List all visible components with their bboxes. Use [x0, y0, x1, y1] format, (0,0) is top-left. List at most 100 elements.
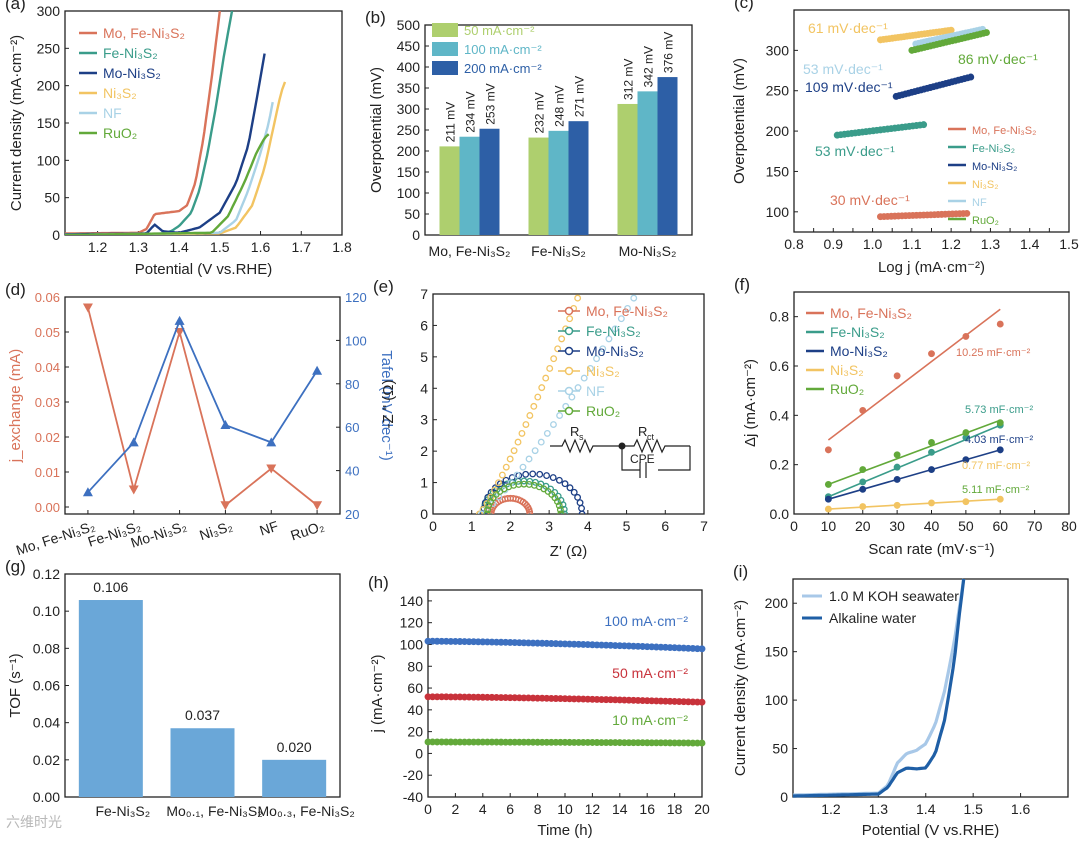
chart-e-point	[558, 335, 566, 343]
chart-g-y-tick-label: 0.02	[33, 752, 60, 768]
chart-f-cdl-label: 5.11 mF·cm⁻²	[962, 484, 1030, 496]
chart-e-point	[485, 502, 493, 510]
chart-f-point	[893, 451, 901, 459]
chart-d-point	[220, 420, 231, 430]
chart-f-point	[928, 499, 935, 507]
chart-b-bar	[568, 121, 589, 235]
chart-e-point	[506, 455, 514, 463]
chart-c-y-tick-label: 100	[766, 204, 790, 220]
chart-e-x-tick-label: 5	[623, 518, 631, 534]
chart-f-point	[928, 439, 935, 446]
chart-g-panel-label: (g)	[5, 557, 26, 576]
chart-d-yleft-tick-label: 0.06	[35, 290, 60, 305]
chart-f-x-tick-label: 80	[1061, 518, 1077, 534]
chart-g-bar-label: 0.020	[277, 739, 312, 755]
chart-h-x-tick-label: 0	[424, 801, 432, 817]
chart-f-point	[962, 456, 970, 464]
chart-e-circuit-label: R	[638, 424, 647, 439]
chart-e-point	[526, 510, 534, 514]
chart-d-panel-label: (d)	[5, 280, 26, 299]
chart-b-bar	[439, 146, 460, 235]
chart-e-point	[477, 510, 485, 514]
chart-h-y-tick-label: 60	[407, 680, 423, 696]
chart-b-bar-label: 253 mV	[484, 83, 498, 124]
chart-e-legend-marker	[564, 386, 574, 396]
chart-d-x-tick-label: NF	[257, 518, 280, 539]
chart-e-point	[556, 412, 564, 419]
chart-i-frame	[792, 578, 1069, 798]
chart-e-y-tick-label: 3	[420, 412, 428, 428]
chart-d-yleft-tick-label: 0.01	[35, 465, 60, 480]
chart-e-point	[498, 471, 506, 479]
chart-e-point	[531, 447, 539, 455]
chart-i-y-tick-label: 150	[765, 644, 789, 660]
chart-e-point	[617, 315, 625, 323]
chart-c-legend-1-label: Fe-Ni₃S₂	[972, 143, 1015, 155]
chart-f-cdl-label: 5.73 mF·cm⁻²	[965, 404, 1033, 416]
chart-f-point	[893, 463, 901, 471]
chart-e-point	[529, 470, 537, 478]
chart-e-point	[599, 345, 607, 353]
chart-e-point	[495, 479, 502, 487]
chart-e-point	[543, 429, 551, 437]
chart-e-point	[580, 374, 588, 382]
chart-a-legend-1-label: Fe-Ni₃S₂	[103, 45, 158, 61]
chart-e-point	[574, 384, 582, 392]
chart-f-cdl-label: 4.03 mF·cm⁻²	[965, 434, 1033, 446]
chart-c-point	[963, 209, 971, 217]
chart-b-bar	[617, 103, 638, 236]
chart-f-point	[996, 495, 1004, 503]
chart-e-legend-label: Ni₃S₂	[586, 363, 620, 379]
chart-a-x-tick-label: 1.2	[88, 239, 108, 255]
chart-b-legend-swatch	[432, 23, 458, 37]
chart-e-circuit-cpe	[621, 446, 691, 478]
chart-d-series-line	[87, 307, 318, 507]
chart-b-y-tick-label: 100	[397, 185, 421, 201]
chart-d-yright-tick-label: 80	[345, 377, 359, 392]
chart-h-y-tick-label: 140	[400, 593, 424, 609]
chart-f-x-tick-label: 50	[958, 518, 974, 534]
chart-h-y-tick-label: 0	[415, 745, 423, 761]
chart-d-series-line	[87, 318, 318, 493]
chart-c-x-tick-label: 1.0	[863, 236, 883, 252]
chart-i-legend-label: Alkaline water	[829, 610, 916, 626]
chart-i-ylabel: Current density (mA·cm⁻²)	[732, 600, 749, 776]
chart-e-legend-marker	[564, 346, 574, 356]
chart-d-point	[174, 328, 185, 337]
chart-f-point	[962, 429, 970, 437]
chart-f-cdl-label: 10.25 mF·cm⁻²	[956, 347, 1031, 359]
chart-e-point	[483, 510, 491, 514]
chart-f-point	[824, 495, 832, 503]
chart-d-yleft-tick-label: 0.02	[35, 430, 60, 445]
chart-b-y-tick-label: 400	[397, 59, 421, 75]
chart-d-yright-tick-label: 100	[345, 333, 367, 348]
chart-e-legend-label: RuO₂	[586, 403, 620, 419]
chart-f-point	[962, 332, 970, 340]
chart-e-point	[586, 364, 594, 372]
chart-e-point	[502, 463, 510, 471]
chart-a-x-tick-label: 1.3	[129, 239, 149, 255]
chart-e-point	[574, 493, 582, 501]
chart-e-x-tick-label: 4	[584, 518, 592, 534]
chart-f-legend-2-label: Mo-Ni₃S₂	[830, 343, 888, 359]
chart-f-point	[859, 485, 867, 493]
chart-i-y-tick-label: 0	[780, 789, 788, 805]
chart-d-ylabel-right: Tafel (mV·dec⁻¹)	[378, 350, 395, 460]
chart-f-y-tick-label: 0.8	[770, 309, 790, 325]
chart-e-point	[568, 393, 576, 401]
chart-f-y-tick-label: 0.2	[770, 457, 790, 473]
chart-a-x-tick-label: 1.7	[292, 239, 312, 255]
chart-b-bar	[479, 128, 500, 235]
chart-c-ylabel: Overpotential (mV)	[731, 58, 748, 184]
chart-c-x-tick-label: 0.8	[784, 236, 804, 252]
chart-b-y-tick-label: 450	[397, 38, 421, 54]
chart-e-point	[537, 438, 545, 446]
chart-e-point	[549, 474, 557, 481]
chart-e-point	[484, 506, 492, 514]
chart-h-series-label: 50 mA·cm⁻²	[612, 665, 688, 681]
chart-c-x-tick-label: 1.5	[1059, 236, 1079, 252]
chart-e-legend-label: Mo-Ni₃S₂	[586, 343, 644, 359]
chart-d-point	[312, 365, 323, 375]
chart-e-legend-label: Fe-Ni₃S₂	[586, 323, 641, 339]
